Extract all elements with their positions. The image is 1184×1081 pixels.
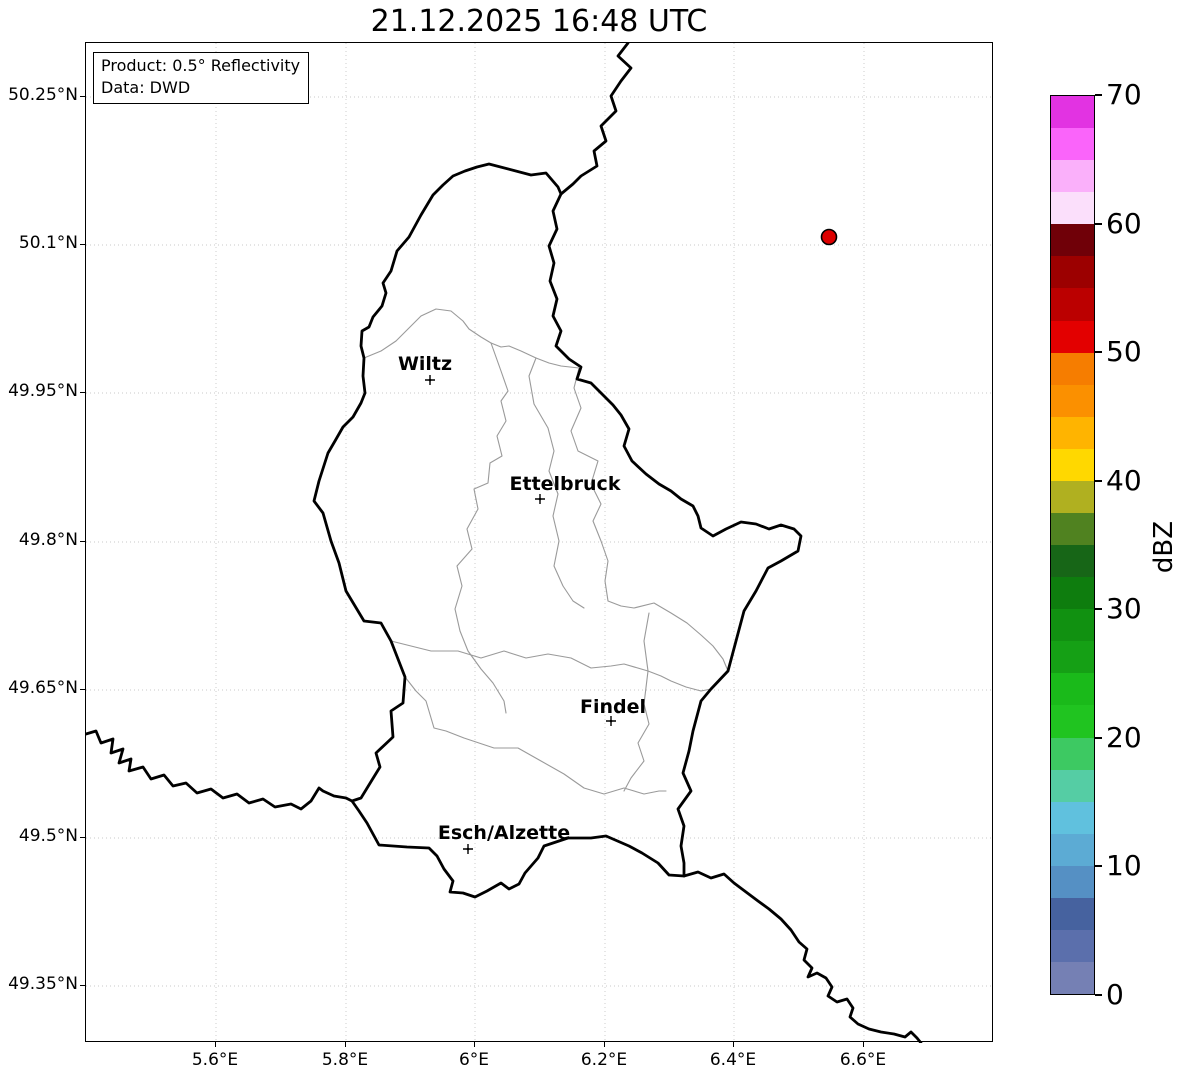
border-germany-belgium (559, 43, 633, 196)
city-label: Wiltz (398, 353, 452, 375)
colorbar-segment (1051, 737, 1094, 770)
colorbar-tick-mark (1095, 479, 1102, 482)
colorbar-segment (1051, 769, 1094, 802)
y-tick-mark (80, 689, 85, 691)
colorbar-tick-label: 0 (1106, 978, 1124, 1011)
colorbar-tick-mark (1095, 351, 1102, 354)
y-tick-mark (80, 244, 85, 246)
border-france-west (86, 729, 354, 811)
x-tick-mark (604, 1042, 606, 1047)
product-info-box: Product: 0.5° Reflectivity Data: DWD (93, 52, 310, 104)
city-label: Ettelbruck (510, 473, 621, 495)
colorbar-segment (1051, 96, 1094, 129)
colorbar-segment (1051, 705, 1094, 738)
colorbar-segment (1051, 192, 1094, 225)
colorbar-segment (1051, 801, 1094, 834)
y-tick-mark (80, 985, 85, 987)
x-tick-mark (863, 1042, 865, 1047)
x-tick-label: 5.6°E (191, 1050, 239, 1070)
y-tick-label: 49.35°N (8, 974, 78, 994)
colorbar-segment (1051, 865, 1094, 898)
y-tick-mark (80, 541, 85, 543)
colorbar-tick-label: 50 (1106, 335, 1142, 369)
x-tick-mark (215, 1042, 217, 1047)
city-label: Findel (580, 696, 646, 718)
colorbar-segment (1051, 930, 1094, 963)
colorbar-tick-label: 40 (1106, 463, 1142, 497)
colorbar-tick-mark (1095, 865, 1102, 868)
colorbar-segment (1051, 448, 1094, 481)
figure-title: 21.12.2025 16:48 UTC (370, 4, 708, 39)
colorbar-tick-mark (1095, 994, 1102, 996)
x-tick-label: 6.2°E (580, 1050, 628, 1070)
colorbar-tick-label: 20 (1106, 720, 1142, 754)
y-tick-label: 50.1°N (18, 233, 78, 253)
district-boundary (570, 367, 729, 672)
colorbar-segment (1051, 545, 1094, 578)
colorbar-tick-mark (1095, 608, 1102, 611)
y-tick-label: 49.65°N (8, 678, 78, 698)
colorbar-axis-label: dBZ (1149, 520, 1179, 574)
city-marker-dot (428, 378, 432, 382)
product-info-line2: Data: DWD (101, 78, 191, 97)
colorbar-segment (1051, 160, 1094, 193)
district-boundary (390, 640, 712, 692)
colorbar-segment (1051, 416, 1094, 449)
x-tick-mark (345, 1042, 347, 1047)
colorbar-tick-label: 60 (1106, 206, 1142, 240)
colorbar-tick-label: 70 (1106, 78, 1142, 111)
colorbar-segment (1051, 352, 1094, 385)
colorbar-tick-mark (1095, 736, 1102, 739)
colorbar-tick-mark (1095, 222, 1102, 225)
district-boundary (454, 342, 509, 714)
x-tick-label: 5.8°E (321, 1050, 369, 1070)
colorbar-segment (1051, 673, 1094, 706)
city-marker-dot (609, 719, 613, 723)
colorbar-segment (1051, 962, 1094, 995)
colorbar-segment (1051, 480, 1094, 514)
y-tick-mark (80, 392, 85, 394)
y-tick-label: 50.25°N (8, 85, 78, 105)
x-tick-label: 6.4°E (709, 1050, 757, 1070)
colorbar-segment (1051, 513, 1094, 546)
colorbar-segment (1051, 256, 1094, 289)
product-info-line1: Product: 0.5° Reflectivity (101, 56, 301, 75)
x-tick-label: 6°E (458, 1050, 490, 1070)
colorbar-segment (1051, 224, 1094, 257)
city-marker-dot (538, 497, 542, 501)
x-tick-mark (474, 1042, 476, 1047)
colorbar-segment (1051, 577, 1094, 610)
y-tick-label: 49.95°N (8, 381, 78, 401)
y-tick-mark (80, 837, 85, 839)
border-france-germany-moselle (682, 870, 923, 1043)
y-tick-label: 49.8°N (18, 530, 78, 550)
y-tick-mark (80, 96, 85, 98)
x-tick-label: 6.6°E (839, 1050, 887, 1070)
y-tick-label: 49.5°N (18, 826, 78, 846)
colorbar-segment (1051, 288, 1094, 321)
district-boundary (404, 676, 667, 795)
colorbar-segment (1051, 320, 1094, 353)
colorbar-segment (1051, 128, 1094, 161)
city-label: Esch/Alzette (438, 822, 570, 844)
district-boundary (623, 612, 650, 792)
colorbar-segment (1051, 609, 1094, 642)
radar-echo-point (820, 228, 838, 246)
colorbar-tick-label: 30 (1106, 592, 1142, 626)
district-boundary (363, 308, 580, 369)
colorbar-segment (1051, 641, 1094, 674)
x-tick-mark (733, 1042, 735, 1047)
colorbar-segment (1051, 897, 1094, 931)
colorbar-tick-label: 10 (1106, 849, 1142, 883)
reflectivity-colorbar (1050, 95, 1095, 995)
city-marker-dot (466, 847, 470, 851)
district-boundary (528, 357, 585, 609)
colorbar-tick-mark (1095, 94, 1102, 96)
map-svg: Wiltz Ettelbruck Findel Esch/Alzette (86, 43, 994, 1043)
colorbar-segment (1051, 833, 1094, 866)
colorbar-segment (1051, 384, 1094, 417)
map-plot-area: Wiltz Ettelbruck Findel Esch/Alzette Produc… (85, 42, 994, 1043)
border-luxembourg-outline (312, 162, 803, 899)
